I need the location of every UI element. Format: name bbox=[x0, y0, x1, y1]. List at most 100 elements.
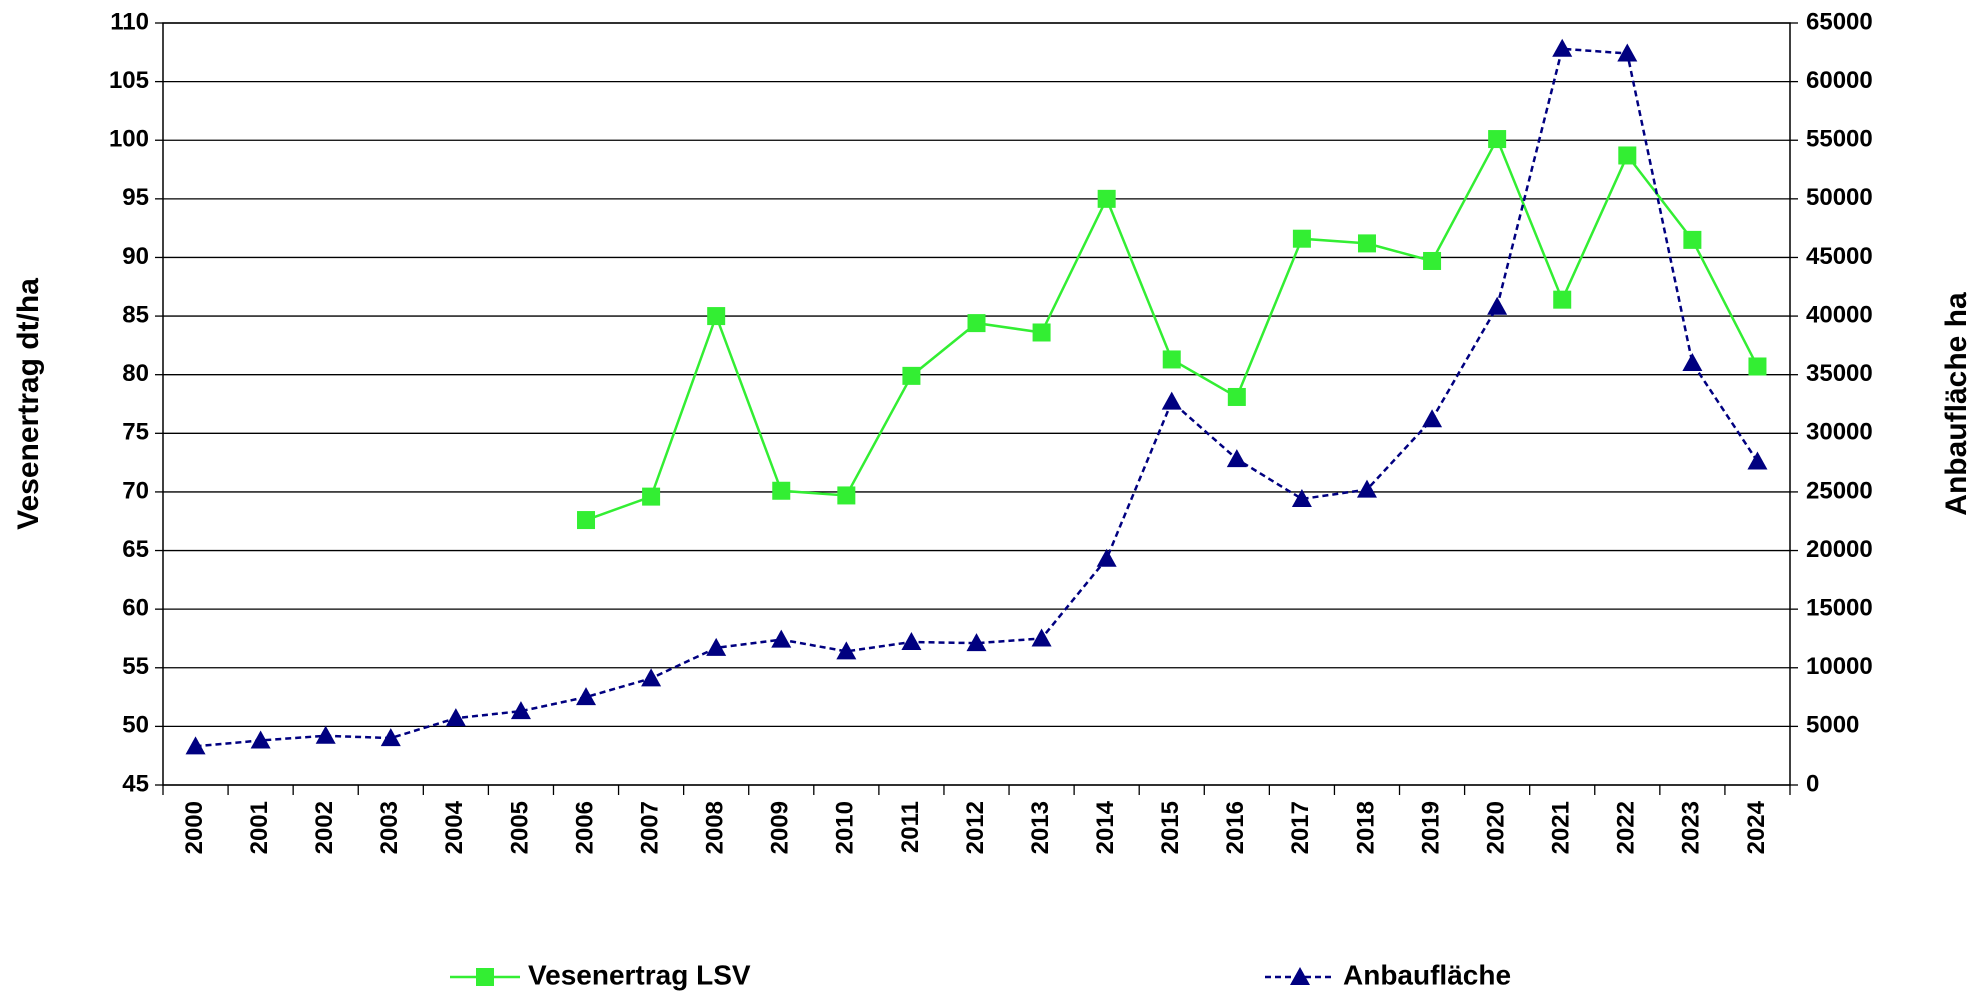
y-tick-label: 85 bbox=[122, 301, 149, 328]
y-tick-label: 70 bbox=[122, 477, 149, 504]
x-tick-label: 2007 bbox=[636, 801, 663, 854]
x-tick-label: 2000 bbox=[181, 801, 208, 854]
data-point bbox=[1682, 352, 1703, 371]
x-tick-label: 2008 bbox=[702, 801, 729, 854]
data-point bbox=[1031, 628, 1052, 647]
y-tick-label: 80 bbox=[122, 360, 149, 387]
y-tick-label: 45 bbox=[122, 770, 149, 797]
x-tick-label: 2017 bbox=[1287, 801, 1314, 854]
x-tick-label: 2019 bbox=[1417, 801, 1444, 854]
data-point bbox=[642, 487, 661, 506]
data-point bbox=[380, 728, 401, 747]
x-tick-label: 2013 bbox=[1027, 801, 1054, 854]
data-point bbox=[901, 631, 922, 650]
x-tick-label: 2002 bbox=[311, 801, 338, 854]
data-point bbox=[576, 687, 597, 706]
x-tick-label: 2003 bbox=[376, 801, 403, 854]
y-tick-label: 75 bbox=[122, 419, 149, 446]
data-point bbox=[315, 725, 336, 744]
data-point bbox=[510, 701, 531, 720]
legend-marker bbox=[1290, 967, 1310, 985]
data-point bbox=[577, 511, 596, 530]
x-tick-label: 2004 bbox=[441, 800, 468, 854]
plot-frame bbox=[162, 22, 1791, 786]
y2-tick-label: 5000 bbox=[1806, 712, 1859, 739]
y-tick-label: 90 bbox=[122, 243, 149, 270]
data-point bbox=[1356, 479, 1377, 498]
x-tick-label: 2024 bbox=[1743, 800, 1770, 854]
data-point bbox=[706, 637, 727, 656]
data-point bbox=[1488, 130, 1507, 149]
y-tick-label: 95 bbox=[122, 184, 149, 211]
data-point bbox=[1423, 251, 1442, 270]
data-point bbox=[707, 307, 726, 326]
x-tick-label: 2006 bbox=[571, 801, 598, 854]
data-point bbox=[1292, 229, 1311, 248]
data-point bbox=[1487, 296, 1508, 315]
x-tick-label: 2022 bbox=[1613, 801, 1640, 854]
data-point bbox=[1097, 189, 1116, 208]
y-tick-label: 55 bbox=[122, 653, 149, 680]
data-point bbox=[1748, 357, 1767, 376]
data-point bbox=[1096, 548, 1117, 567]
data-point bbox=[1422, 409, 1443, 428]
y2-tick-label: 40000 bbox=[1806, 301, 1873, 328]
data-point bbox=[836, 641, 857, 660]
y2-tick-label: 65000 bbox=[1806, 8, 1873, 35]
data-point bbox=[1553, 290, 1572, 309]
data-point bbox=[967, 314, 986, 333]
legend-marker bbox=[476, 968, 494, 986]
y2-axis-title: Anbaufläche ha bbox=[1940, 292, 1973, 516]
data-point bbox=[1747, 451, 1768, 470]
y-tick-label: 60 bbox=[122, 594, 149, 621]
data-point bbox=[902, 366, 921, 385]
data-point bbox=[1617, 43, 1638, 62]
data-point bbox=[445, 708, 466, 727]
y2-tick-label: 25000 bbox=[1806, 477, 1873, 504]
series-line bbox=[585, 136, 1759, 522]
y2-tick-label: 50000 bbox=[1806, 184, 1873, 211]
data-point bbox=[1161, 391, 1182, 410]
data-point bbox=[641, 668, 662, 687]
x-tick-label: 2015 bbox=[1157, 801, 1184, 854]
x-tick-label: 2009 bbox=[767, 801, 794, 854]
x-tick-label: 2023 bbox=[1678, 801, 1705, 854]
y-tick-label: 100 bbox=[109, 126, 149, 153]
data-point bbox=[1618, 146, 1637, 165]
data-point bbox=[1032, 323, 1051, 342]
data-point bbox=[837, 486, 856, 505]
y2-tick-label: 15000 bbox=[1806, 594, 1873, 621]
data-point bbox=[771, 629, 792, 648]
y2-tick-label: 60000 bbox=[1806, 67, 1873, 94]
y-axis-title: Vesenertrag dt/ha bbox=[12, 278, 45, 530]
x-tick-label: 2014 bbox=[1092, 800, 1119, 854]
y2-tick-label: 55000 bbox=[1806, 126, 1873, 153]
x-tick-label: 2010 bbox=[832, 801, 859, 854]
y-tick-label: 110 bbox=[110, 8, 149, 35]
y2-tick-label: 10000 bbox=[1806, 653, 1873, 680]
y-tick-label: 105 bbox=[109, 67, 149, 94]
data-point bbox=[966, 633, 987, 652]
data-point bbox=[772, 481, 791, 500]
data-point bbox=[250, 730, 271, 749]
legend-label: Vesenertrag LSV bbox=[528, 959, 751, 990]
data-point bbox=[1552, 38, 1573, 57]
x-tick-label: 2016 bbox=[1222, 801, 1249, 854]
y2-tick-label: 45000 bbox=[1806, 243, 1873, 270]
x-tick-label: 2005 bbox=[506, 801, 533, 854]
y2-tick-label: 30000 bbox=[1806, 419, 1873, 446]
data-point bbox=[1162, 350, 1181, 369]
x-tick-label: 2021 bbox=[1548, 801, 1575, 854]
data-point bbox=[185, 736, 206, 755]
data-point bbox=[1226, 449, 1247, 468]
y-tick-label: 65 bbox=[122, 536, 149, 563]
x-tick-label: 2020 bbox=[1482, 801, 1509, 854]
y2-tick-label: 35000 bbox=[1806, 360, 1873, 387]
y2-tick-label: 0 bbox=[1806, 770, 1819, 797]
y-tick-label: 50 bbox=[122, 712, 149, 739]
data-point bbox=[1683, 230, 1702, 249]
legend-label: Anbaufläche bbox=[1343, 959, 1511, 990]
x-tick-label: 2012 bbox=[962, 801, 989, 854]
x-tick-label: 2011 bbox=[897, 801, 924, 853]
